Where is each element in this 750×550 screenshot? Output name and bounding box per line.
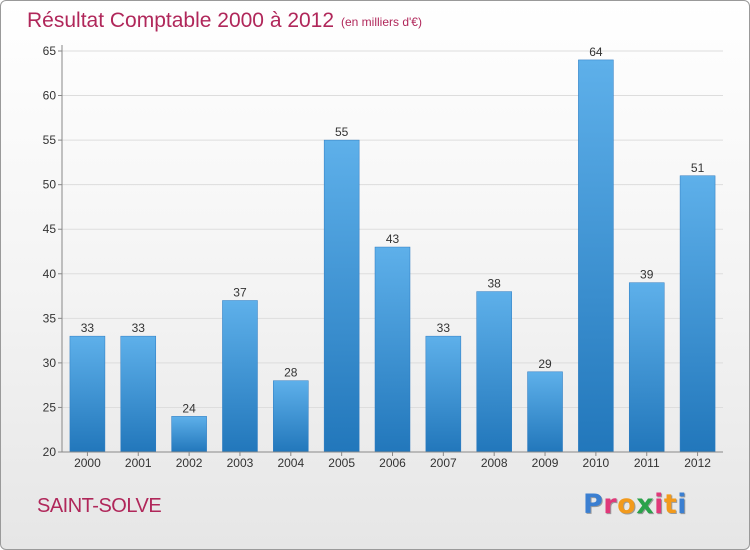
bar-2007: [425, 335, 462, 453]
value-label-2005: 55: [335, 125, 349, 139]
x-tick-label-2009: 2009: [532, 456, 559, 470]
value-label-2011: 39: [640, 268, 654, 282]
chart-title: Résultat Comptable 2000 à 2012: [27, 9, 334, 32]
logo-letter: t: [663, 489, 678, 520]
y-tick-label-50: 50: [43, 178, 57, 192]
y-axis-ticks: 20 25 30 35 40 45 50 55 60 65: [43, 44, 62, 459]
x-tick-label-2006: 2006: [379, 456, 406, 470]
x-tick-label-2005: 2005: [328, 456, 355, 470]
bar-2008: [476, 291, 512, 453]
place-name: SAINT-SOLVE: [37, 495, 162, 517]
value-label-2003: 37: [233, 286, 247, 300]
value-label-2009: 29: [538, 357, 552, 371]
value-label-2010: 64: [589, 45, 603, 59]
bar-2004: [273, 380, 309, 453]
bar-2002: [171, 416, 207, 453]
bar-2010: [578, 59, 614, 453]
axes: [61, 45, 723, 453]
value-label-2000: 33: [81, 321, 95, 335]
bars: 33 33 24 37 28 55 43 33 38 29 64 39 51: [69, 45, 716, 453]
bar-2009: [527, 371, 563, 453]
value-label-2007: 33: [437, 321, 451, 335]
y-tick-label-30: 30: [43, 356, 57, 370]
value-label-2006: 43: [386, 232, 400, 246]
x-axis-ticks: 2000 2001 2002 2003 2004 2005 2006 2007 2008 2009…: [74, 452, 711, 470]
x-tick-label-2008: 2008: [481, 456, 508, 470]
logo-letter: x: [636, 489, 655, 520]
value-label-2008: 38: [488, 277, 502, 291]
y-tick-label-40: 40: [43, 267, 57, 281]
logo-letter: i: [654, 489, 664, 520]
y-tick-label-65: 65: [43, 44, 57, 58]
value-label-2002: 24: [182, 401, 196, 415]
x-tick-label-2012: 2012: [684, 456, 711, 470]
bar-2011: [628, 282, 665, 453]
bar-2003: [222, 300, 258, 453]
bar-2005: [323, 139, 360, 453]
logo-letter: i: [677, 489, 688, 520]
logo-letter: o: [617, 489, 637, 520]
bar-2001: [120, 335, 157, 453]
logo-letter: r: [603, 489, 618, 520]
bar-2000: [69, 335, 106, 453]
value-label-2004: 28: [284, 366, 298, 380]
x-tick-label-2011: 2011: [634, 456, 660, 470]
y-tick-label-60: 60: [43, 89, 57, 103]
bar-2006: [374, 246, 411, 453]
bar-2012: [679, 175, 716, 453]
y-tick-label-35: 35: [43, 311, 57, 325]
x-tick-label-2007: 2007: [430, 456, 457, 470]
y-tick-label-45: 45: [43, 222, 57, 236]
x-tick-label-2000: 2000: [74, 456, 101, 470]
x-tick-label-2002: 2002: [176, 456, 203, 470]
y-tick-label-55: 55: [43, 133, 57, 147]
logo-letter: P: [583, 489, 604, 520]
chart-subtitle: (en milliers d'€): [341, 15, 422, 29]
x-tick-label-2010: 2010: [583, 456, 610, 470]
x-tick-label-2004: 2004: [277, 456, 304, 470]
y-tick-label-25: 25: [43, 400, 57, 414]
x-tick-label-2003: 2003: [227, 456, 254, 470]
value-label-2001: 33: [132, 321, 146, 335]
y-tick-label-20: 20: [43, 445, 57, 459]
value-label-2012: 51: [691, 161, 705, 175]
proxiti-logo[interactable]: Proxiti: [583, 489, 687, 520]
x-tick-label-2001: 2001: [125, 456, 152, 470]
